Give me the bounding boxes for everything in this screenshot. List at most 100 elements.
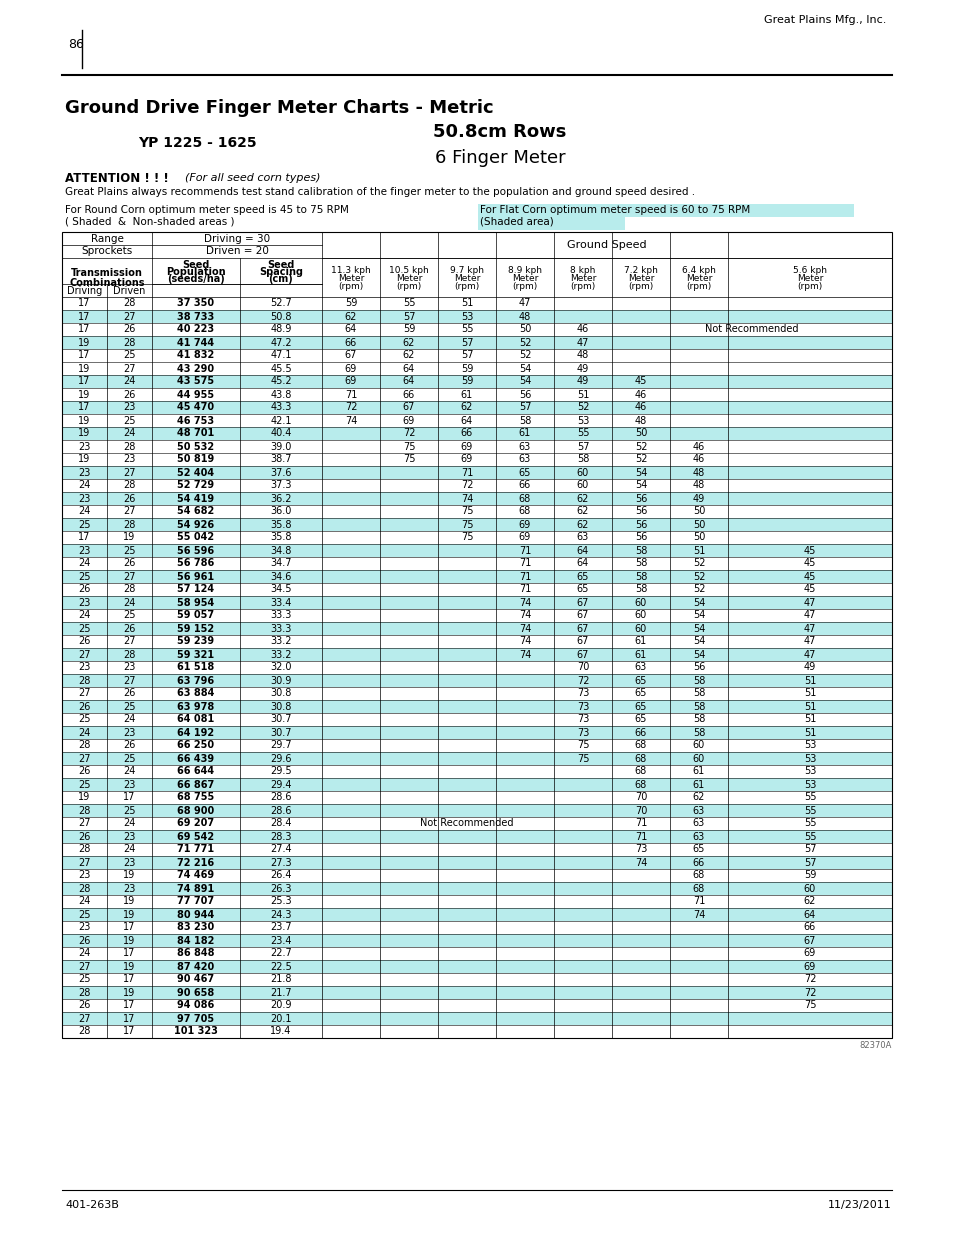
- Text: 75: 75: [460, 532, 473, 542]
- Text: 26: 26: [78, 584, 91, 594]
- Text: For Flat Corn optimum meter speed is 60 to 75 RPM: For Flat Corn optimum meter speed is 60 …: [479, 205, 749, 215]
- Text: 62: 62: [460, 403, 473, 412]
- Text: 19: 19: [123, 897, 135, 906]
- Text: 27: 27: [78, 1014, 91, 1024]
- Text: 53: 53: [577, 415, 589, 426]
- Bar: [62, 517, 891, 531]
- Text: 19: 19: [123, 935, 135, 946]
- Text: (rpm): (rpm): [570, 282, 595, 291]
- Text: 72: 72: [577, 676, 589, 685]
- Text: 19: 19: [78, 415, 91, 426]
- Text: 26: 26: [123, 325, 135, 335]
- Text: 43.8: 43.8: [270, 389, 292, 399]
- Text: 50: 50: [692, 506, 704, 516]
- Text: 26: 26: [78, 636, 91, 646]
- Text: 54: 54: [692, 650, 704, 659]
- Text: 38 733: 38 733: [177, 311, 214, 321]
- Text: 50.8cm Rows: 50.8cm Rows: [433, 124, 566, 141]
- Text: 56 596: 56 596: [177, 546, 214, 556]
- Text: 28: 28: [78, 676, 91, 685]
- Bar: [62, 1011, 891, 1025]
- Bar: [62, 492, 891, 505]
- Text: 24: 24: [78, 897, 91, 906]
- Text: 25: 25: [123, 701, 135, 711]
- Text: 56 961: 56 961: [177, 572, 214, 582]
- Bar: [62, 674, 891, 687]
- Text: 19: 19: [78, 363, 91, 373]
- Text: 49: 49: [803, 662, 815, 673]
- Text: 63 978: 63 978: [177, 701, 214, 711]
- Text: 23: 23: [123, 779, 135, 789]
- Text: 23: 23: [123, 831, 135, 841]
- Text: 71: 71: [518, 572, 531, 582]
- Text: 58: 58: [518, 415, 531, 426]
- Text: 28: 28: [123, 650, 135, 659]
- Text: 56: 56: [518, 389, 531, 399]
- Text: 17: 17: [78, 311, 91, 321]
- Bar: [62, 427, 891, 440]
- Text: 26: 26: [123, 688, 135, 699]
- Text: 48: 48: [577, 351, 589, 361]
- Text: 17: 17: [78, 299, 91, 309]
- Text: 23: 23: [78, 923, 91, 932]
- Text: 45.2: 45.2: [270, 377, 292, 387]
- Text: 23: 23: [78, 494, 91, 504]
- Text: 68: 68: [634, 753, 646, 763]
- Text: 55: 55: [803, 793, 816, 803]
- Text: 54 682: 54 682: [177, 506, 214, 516]
- Text: 24: 24: [123, 845, 135, 855]
- Text: 17: 17: [123, 1000, 135, 1010]
- Text: 52: 52: [577, 403, 589, 412]
- Text: 59 239: 59 239: [177, 636, 214, 646]
- Text: 26: 26: [123, 389, 135, 399]
- Text: 49: 49: [692, 494, 704, 504]
- Text: 74: 74: [692, 909, 704, 920]
- Bar: [477, 204, 853, 217]
- Text: 36.2: 36.2: [270, 494, 292, 504]
- Text: 65: 65: [518, 468, 531, 478]
- Text: 53: 53: [460, 311, 473, 321]
- Text: 61: 61: [634, 636, 646, 646]
- Text: 54: 54: [518, 363, 531, 373]
- Text: 46: 46: [692, 454, 704, 464]
- Text: Ground Drive Finger Meter Charts - Metric: Ground Drive Finger Meter Charts - Metri…: [65, 99, 493, 117]
- Text: 59: 59: [344, 299, 356, 309]
- Text: 27: 27: [123, 506, 135, 516]
- Text: 65: 65: [634, 688, 646, 699]
- Text: 71: 71: [692, 897, 704, 906]
- Text: 58: 58: [634, 584, 646, 594]
- Text: 26: 26: [78, 935, 91, 946]
- Text: 27: 27: [78, 857, 91, 867]
- Text: 24: 24: [78, 948, 91, 958]
- Text: 34.8: 34.8: [270, 546, 292, 556]
- Text: 46 753: 46 753: [177, 415, 214, 426]
- Text: 66: 66: [518, 480, 531, 490]
- Text: 75: 75: [402, 454, 415, 464]
- Text: 69: 69: [460, 454, 473, 464]
- Text: 47: 47: [803, 636, 816, 646]
- Text: 68 755: 68 755: [177, 793, 214, 803]
- Text: 61: 61: [460, 389, 473, 399]
- Text: 26: 26: [123, 494, 135, 504]
- Text: 50: 50: [692, 520, 704, 530]
- Text: 20.9: 20.9: [270, 1000, 292, 1010]
- Text: 63: 63: [518, 454, 531, 464]
- Text: 54: 54: [634, 468, 646, 478]
- Text: 19: 19: [123, 909, 135, 920]
- Text: 59 152: 59 152: [177, 624, 214, 634]
- Text: 28: 28: [123, 337, 135, 347]
- Text: 61: 61: [692, 779, 704, 789]
- Text: 50 532: 50 532: [177, 441, 214, 452]
- Text: For Round Corn optimum meter speed is 45 to 75 RPM: For Round Corn optimum meter speed is 45…: [65, 205, 349, 215]
- Text: 71: 71: [634, 819, 646, 829]
- Text: 22.5: 22.5: [270, 962, 292, 972]
- Text: 66: 66: [460, 429, 473, 438]
- Text: Driving = 30: Driving = 30: [204, 233, 270, 243]
- Text: 28: 28: [78, 741, 91, 751]
- Text: 60: 60: [692, 741, 704, 751]
- Text: 27: 27: [78, 753, 91, 763]
- Text: 24: 24: [123, 598, 135, 608]
- Text: 57: 57: [460, 351, 473, 361]
- Bar: [62, 726, 891, 739]
- Text: 66 867: 66 867: [177, 779, 214, 789]
